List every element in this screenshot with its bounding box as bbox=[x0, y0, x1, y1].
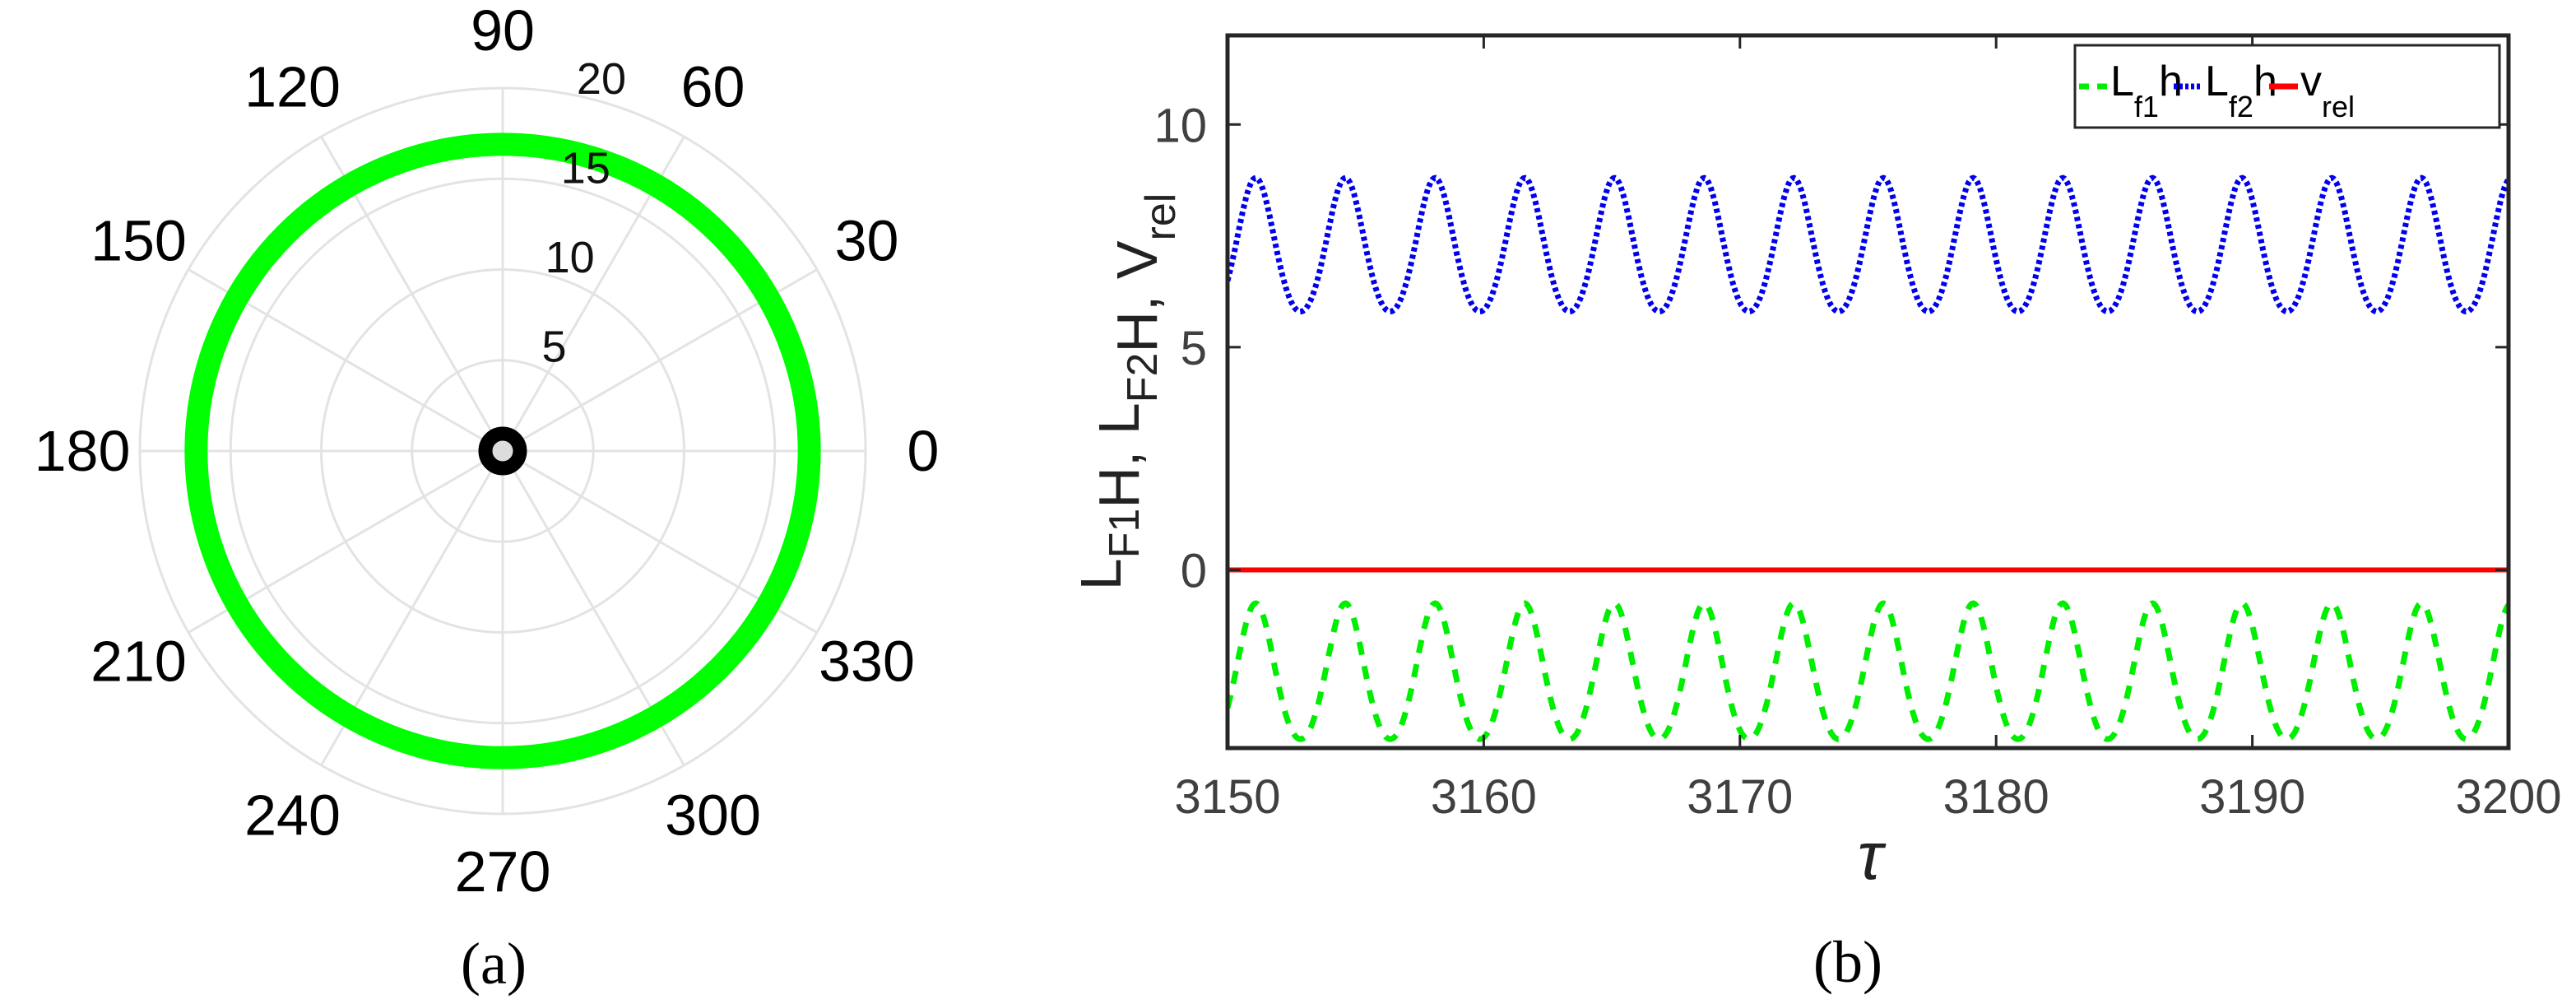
theta-tick-label: 210 bbox=[91, 630, 187, 694]
theta-tick-label: 330 bbox=[819, 630, 915, 694]
polar-series bbox=[184, 132, 821, 769]
y-tick-label: 5 bbox=[1181, 322, 1207, 375]
x-tick-label: 3180 bbox=[1943, 770, 2049, 824]
legend-entry: Lf2h bbox=[2174, 58, 2277, 123]
x-tick-label: 3200 bbox=[2455, 770, 2561, 824]
polar-plot-panel: 0 30 60 90 120 150 180 210 240 270 300 330 5 10 15 20 (… bbox=[35, 0, 940, 997]
theta-tick-label: 0 bbox=[907, 419, 940, 483]
x-tick-label: 3150 bbox=[1174, 770, 1280, 824]
panel-caption-a: (a) bbox=[461, 931, 527, 997]
x-tick-label: 3160 bbox=[1431, 770, 1537, 824]
x-tick-label: 3190 bbox=[2199, 770, 2305, 824]
theta-tick-label: 90 bbox=[471, 0, 535, 63]
r-tick-label: 20 bbox=[577, 54, 626, 104]
y-axis-label: LF1H, LF2H, Vrel bbox=[1069, 193, 1185, 591]
tick-labels: 3150 3160 3170 3180 3190 3200 0 5 10 bbox=[1153, 99, 2561, 824]
theta-tick-label: 30 bbox=[835, 209, 899, 273]
legend: Lf1h Lf2h vrel bbox=[2073, 44, 2501, 129]
panel-caption-b: (b) bbox=[1813, 929, 1882, 995]
y-tick-label: 10 bbox=[1153, 99, 1207, 152]
legend-entry: vrel bbox=[2269, 58, 2355, 123]
axis-ticks bbox=[1226, 35, 2510, 748]
legend-entry: Lf1h bbox=[2079, 58, 2183, 123]
theta-tick-label: 270 bbox=[455, 839, 551, 904]
trajectory-circle bbox=[184, 132, 821, 769]
series-l-f2h bbox=[1228, 174, 2509, 315]
theta-tick-label: 300 bbox=[665, 783, 761, 848]
theta-tick-label: 60 bbox=[681, 54, 745, 119]
svg-text:Lf1h: Lf1h bbox=[2110, 58, 2183, 123]
polar-tick-labels: 0 30 60 90 120 150 180 210 240 270 300 330 5 10 15 20 bbox=[35, 0, 940, 904]
time-series-panel: 3150 3160 3170 3180 3190 3200 0 5 10 LF1H, LF2H,… bbox=[1069, 33, 2562, 995]
r-tick-label: 5 bbox=[542, 323, 567, 372]
theta-tick-label: 180 bbox=[35, 419, 131, 483]
y-tick-label: 0 bbox=[1181, 545, 1207, 598]
axes-box bbox=[1225, 33, 2511, 751]
line-series bbox=[1228, 174, 2509, 742]
origin-marker bbox=[478, 426, 527, 476]
theta-tick-label: 150 bbox=[91, 209, 187, 273]
theta-tick-label: 240 bbox=[244, 783, 341, 848]
x-tick-label: 3170 bbox=[1687, 770, 1793, 824]
series-l-f1h bbox=[1228, 600, 2509, 742]
r-tick-label: 15 bbox=[561, 143, 610, 193]
svg-text:Lf2h: Lf2h bbox=[2205, 58, 2277, 123]
theta-tick-label: 120 bbox=[244, 54, 341, 119]
r-tick-label: 10 bbox=[545, 233, 595, 282]
svg-text:vrel: vrel bbox=[2300, 58, 2355, 123]
x-axis-label: τ bbox=[1858, 819, 1887, 894]
